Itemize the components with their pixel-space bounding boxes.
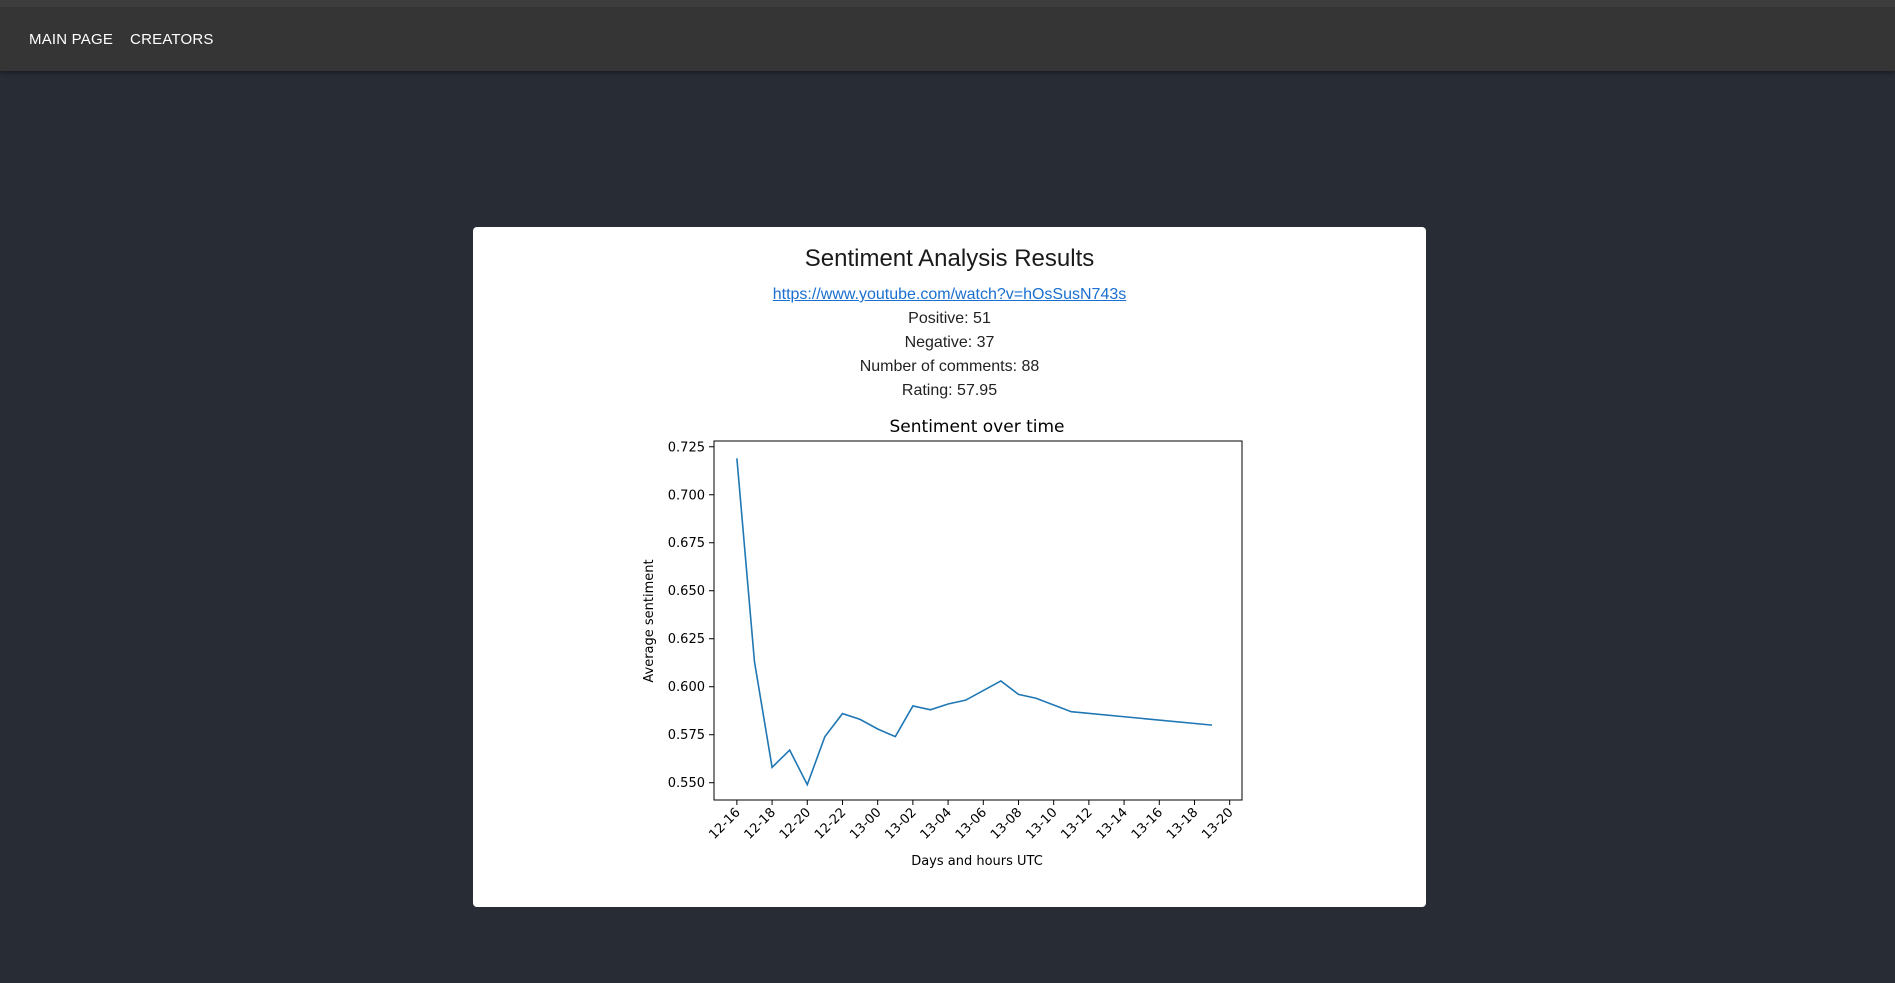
sentiment-series-line xyxy=(736,458,1213,787)
x-tick-label: 13-06 xyxy=(953,805,990,842)
y-axis-label: Average sentiment xyxy=(642,559,657,682)
y-tick-label: 0.625 xyxy=(668,632,705,647)
nav-links: MAIN PAGE CREATORS xyxy=(29,31,214,48)
x-tick-label: 13-12 xyxy=(1058,805,1095,842)
sentiment-chart: Sentiment over time 0.550 0.575 0.600 0.625… xyxy=(642,417,1243,869)
chart-title: Sentiment over time xyxy=(890,417,1065,437)
x-tick-label: 13-02 xyxy=(882,805,919,842)
x-tick-label: 13-10 xyxy=(1023,805,1060,842)
nav-main-page-link[interactable]: MAIN PAGE xyxy=(29,31,114,48)
negative-count: Negative: 37 xyxy=(904,334,995,351)
nav-creators-link[interactable]: CREATORS xyxy=(130,31,214,48)
x-tick-label: 13-16 xyxy=(1129,805,1166,842)
y-axis-ticks: 0.550 0.575 0.600 0.625 0.650 0.675 0.700 0.725 xyxy=(668,440,714,791)
top-navbar: MAIN PAGE CREATORS xyxy=(0,0,1895,71)
results-card: Sentiment Analysis Results https://www.y… xyxy=(473,227,1426,907)
x-tick-label: 12-20 xyxy=(777,805,814,842)
y-tick-label: 0.725 xyxy=(668,440,705,455)
y-tick-label: 0.700 xyxy=(668,488,705,503)
y-tick-label: 0.550 xyxy=(668,776,705,791)
comments-count: Number of comments: 88 xyxy=(859,358,1040,375)
x-tick-label: 13-00 xyxy=(847,805,884,842)
x-tick-label: 12-16 xyxy=(706,805,743,842)
plot-frame xyxy=(713,440,1243,801)
y-tick-label: 0.600 xyxy=(668,680,705,695)
x-tick-label: 12-22 xyxy=(812,805,849,842)
x-tick-label: 13-08 xyxy=(988,805,1025,842)
x-axis-label: Days and hours UTC xyxy=(911,854,1043,869)
rating-value: Rating: 57.95 xyxy=(901,382,998,399)
x-tick-label: 13-14 xyxy=(1094,805,1131,842)
x-tick-label: 13-04 xyxy=(918,805,955,842)
y-tick-label: 0.650 xyxy=(668,584,705,599)
x-tick-label: 12-18 xyxy=(742,805,779,842)
x-tick-label: 13-20 xyxy=(1199,805,1236,842)
y-tick-label: 0.675 xyxy=(668,536,705,551)
results-title: Sentiment Analysis Results xyxy=(804,245,1095,272)
x-axis-ticks: 12-1612-1812-2012-2213-0013-0213-0413-06… xyxy=(706,800,1237,843)
y-tick-label: 0.575 xyxy=(668,728,705,743)
video-url-link[interactable]: https://www.youtube.com/watch?v=hOsSusN7… xyxy=(772,286,1127,303)
positive-count: Positive: 51 xyxy=(908,310,991,327)
x-tick-label: 13-18 xyxy=(1164,805,1201,842)
